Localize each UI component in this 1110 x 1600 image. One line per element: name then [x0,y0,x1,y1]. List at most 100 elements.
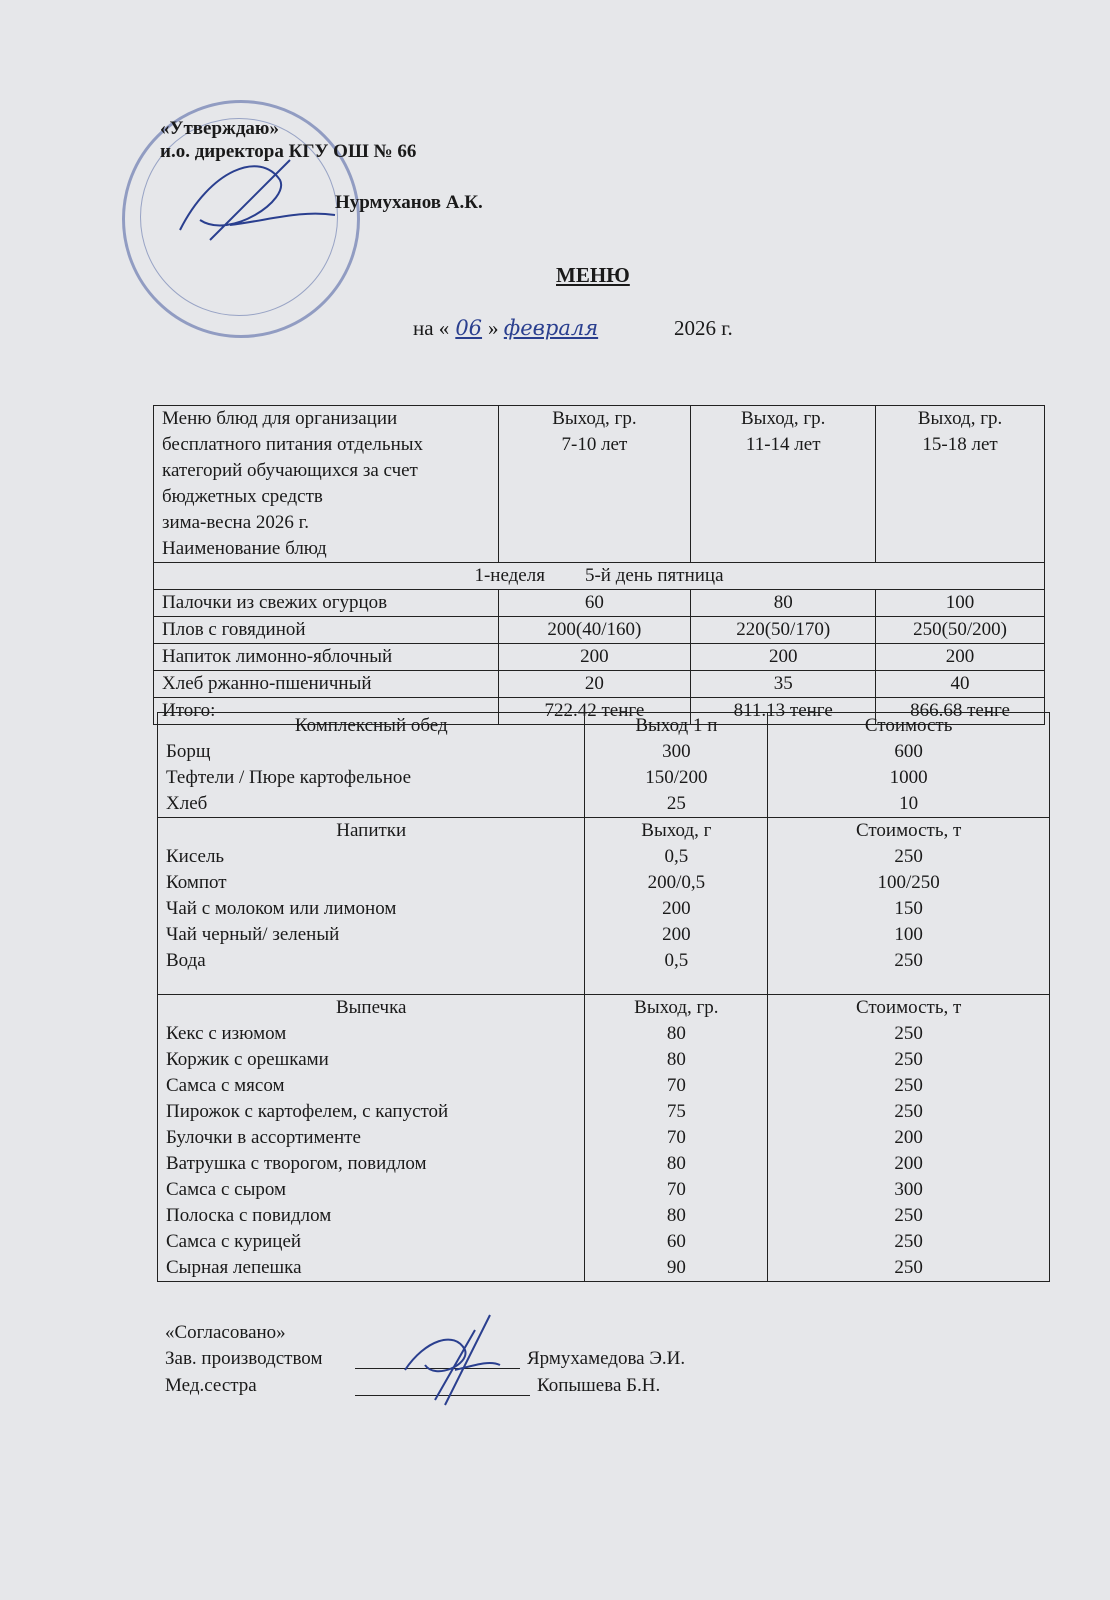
cell-value: 20 [497,670,692,698]
section-price: Стоимость, т 250 250 250 250 200 200 300 250 250 2… [767,994,1050,1282]
cell-line: 300 [662,741,691,762]
cell-line: 200 [662,924,691,945]
col-age: 15-18 лет [922,434,998,455]
signature-line [355,1395,530,1396]
role-production: Зав. производством [165,1348,323,1369]
section-row: Напитки Кисель Компот Чай с молоком или лим… [156,817,1050,995]
cell-line: 600 [894,741,923,762]
signature-line [355,1368,520,1369]
menu-date: на «06» февраля 2026 г. [413,316,733,341]
cell-line: 70 [666,1075,686,1096]
cell-dish: Плов с говядиной [153,616,499,644]
cell-line: Тефтели / Пюре картофельное [166,767,412,788]
table-row: Хлеб ржанно-пшеничный 20 35 40 [153,670,1045,698]
cell-value: 100 [875,589,1045,617]
section-items: Напитки Кисель Компот Чай с молоком или лим… [156,817,586,995]
table-row: Палочки из свежих огурцов 60 80 100 [153,589,1045,617]
cell-line: 60 [666,1231,686,1252]
cell-line: 100/250 [877,872,940,893]
cell-line: 90 [666,1257,686,1278]
cell-line: Стоимость [864,715,953,736]
cell-line: Выход, гр. [634,997,719,1018]
cell-value: 200 [875,643,1045,671]
day-label: 5-й день пятница [584,565,724,586]
cell-value: 80 [690,589,877,617]
director-position: и.о. директора КГУ ОШ № 66 [160,141,417,162]
cell-line: 0,5 [664,950,689,971]
cell-dish: Палочки из свежих огурцов [153,589,499,617]
cell-line: 1000 [889,767,928,788]
col-label: Выход, гр. [741,408,826,429]
cell-line: Ватрушка с творогом, повидлом [166,1153,427,1174]
cell-line: 80 [666,1023,686,1044]
week-day-row: 1-неделя 5-й день пятница [153,562,1045,590]
paid-menu-table: Комплексный обед Борщ Тефтели / Пюре карто… [156,712,1050,1282]
header-line: Меню блюд для организации [162,408,398,429]
week-day-cell: 1-неделя 5-й день пятница [153,562,1045,590]
agreed-label: «Согласовано» [165,1322,286,1343]
approve-label: «Утверждаю» [160,118,279,139]
cell-line: Стоимость, т [855,997,962,1018]
cell-line: 10 [899,793,919,814]
cell-value: 40 [875,670,1045,698]
cell-line: 250 [894,1023,923,1044]
cell-line: Выход, г [641,820,712,841]
name-production: Ярмухамедова Э.И. [527,1348,686,1369]
cell-line: 70 [666,1179,686,1200]
cell-line: Комплексный обед [294,715,448,736]
date-prefix: на « [413,316,450,340]
official-stamp [122,100,360,338]
date-mid: » [488,316,499,340]
page-title: МЕНЮ [556,263,630,287]
header-description: Меню блюд для организации бесплатного пи… [153,405,499,563]
cell-line: Самса с курицей [166,1231,302,1252]
cell-line: 200/0,5 [647,872,706,893]
cell-line: Кисель [166,846,225,867]
cell-line: 70 [666,1127,686,1148]
cell-line: Сырная лепешка [166,1257,302,1278]
cell-line: Самса с мясом [166,1075,285,1096]
cell-value: 200 [690,643,877,671]
cell-line: Чай черный/ зеленый [166,924,340,945]
cell-line: Кекс с изюмом [166,1023,287,1044]
cell-line: Пирожок с картофелем, с капустой [166,1101,449,1122]
free-meals-table: Меню блюд для организации бесплатного пи… [153,405,1045,725]
cell-line: 250 [894,1101,923,1122]
cell-line: 250 [894,1231,923,1252]
cell-dish: Напиток лимонно-яблочный [153,643,499,671]
cell-value: 35 [690,670,877,698]
cell-line: 80 [666,1205,686,1226]
cell-line: Булочки в ассортименте [166,1127,361,1148]
agreed-signature [404,1314,501,1406]
cell-dish: Хлеб ржанно-пшеничный [153,670,499,698]
section-items: Выпечка Кекс с изюмом Коржик с орешками Сам… [156,994,586,1282]
section-row: Комплексный обед Борщ Тефтели / Пюре карто… [156,712,1050,818]
col-age: 7-10 лет [561,434,628,455]
director-signature [179,159,336,241]
cell-line: 250 [894,1075,923,1096]
table-header-row: Меню блюд для организации бесплатного пи… [153,405,1045,563]
section-items: Комплексный обед Борщ Тефтели / Пюре карто… [156,712,586,818]
section-price: Стоимость 600 1000 10 [767,712,1050,818]
header-line: Наименование блюд [162,538,327,559]
cell-line: 80 [666,1049,686,1070]
col-age: 11-14 лет [745,434,821,455]
cell-line: Стоимость, т [855,820,962,841]
cell-value: 250(50/200) [875,616,1045,644]
cell-line: Напитки [336,820,407,841]
header-age-7-10: Выход, гр. 7-10 лет [497,405,692,563]
cell-line: 150 [894,898,923,919]
date-month: февраля [503,316,599,340]
cell-value: 200 [497,643,692,671]
cell-line: 150/200 [645,767,708,788]
table-row: Напиток лимонно-яблочный 200 200 200 [153,643,1045,671]
cell-line: 250 [894,950,923,971]
header-age-15-18: Выход, гр. 15-18 лет [875,405,1045,563]
cell-line: 25 [666,793,686,814]
section-yield: Выход 1 п 300 150/200 25 [584,712,769,818]
cell-line: Самса с сыром [166,1179,287,1200]
date-year: 2026 г. [674,316,733,340]
col-label: Выход, гр. [917,408,1003,429]
col-label: Выход, гр. [552,408,637,429]
date-day: 06 [455,316,483,340]
